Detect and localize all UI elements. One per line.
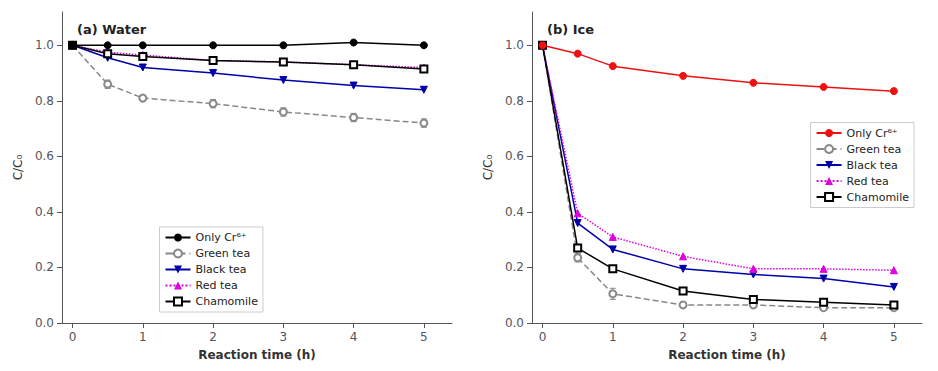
svg-text:C/C₀: C/C₀	[481, 155, 495, 181]
svg-text:1.0: 1.0	[505, 38, 524, 52]
svg-text:0.0: 0.0	[505, 316, 524, 330]
svg-text:Chamomile: Chamomile	[847, 191, 910, 204]
svg-text:0: 0	[69, 330, 77, 344]
svg-text:0.8: 0.8	[35, 94, 54, 108]
svg-text:4: 4	[820, 330, 828, 344]
svg-text:Only Cr⁶⁺: Only Cr⁶⁺	[196, 231, 247, 244]
svg-text:Black tea: Black tea	[196, 263, 247, 276]
svg-text:0.0: 0.0	[35, 316, 54, 330]
svg-text:5: 5	[420, 330, 428, 344]
svg-text:0.6: 0.6	[505, 149, 524, 163]
svg-text:Reaction time (h): Reaction time (h)	[668, 348, 786, 362]
svg-text:1: 1	[139, 330, 147, 344]
svg-text:Only Cr⁶⁺: Only Cr⁶⁺	[847, 127, 898, 140]
svg-text:(b) Ice: (b) Ice	[547, 22, 594, 37]
svg-text:1.0: 1.0	[35, 38, 54, 52]
svg-text:0.6: 0.6	[35, 149, 54, 163]
svg-text:2: 2	[209, 330, 217, 344]
svg-text:0.2: 0.2	[505, 260, 524, 274]
svg-text:Chamomile: Chamomile	[196, 295, 259, 308]
svg-text:0.2: 0.2	[35, 260, 54, 274]
svg-text:Red tea: Red tea	[847, 175, 889, 188]
svg-text:2: 2	[679, 330, 687, 344]
svg-text:0.4: 0.4	[35, 205, 54, 219]
svg-text:4: 4	[350, 330, 358, 344]
svg-text:C/C₀: C/C₀	[11, 155, 25, 181]
svg-text:3: 3	[750, 330, 758, 344]
svg-text:Black tea: Black tea	[847, 159, 898, 172]
svg-text:(a) Water: (a) Water	[77, 22, 147, 37]
svg-text:0: 0	[539, 330, 547, 344]
svg-text:Green tea: Green tea	[847, 143, 902, 156]
svg-text:Red tea: Red tea	[196, 279, 238, 292]
svg-text:1: 1	[609, 330, 617, 344]
svg-text:3: 3	[280, 330, 288, 344]
svg-text:5: 5	[890, 330, 898, 344]
svg-text:0.4: 0.4	[505, 205, 524, 219]
svg-text:Reaction time (h): Reaction time (h)	[198, 348, 316, 362]
svg-text:Green tea: Green tea	[196, 247, 251, 260]
svg-text:0.8: 0.8	[505, 94, 524, 108]
